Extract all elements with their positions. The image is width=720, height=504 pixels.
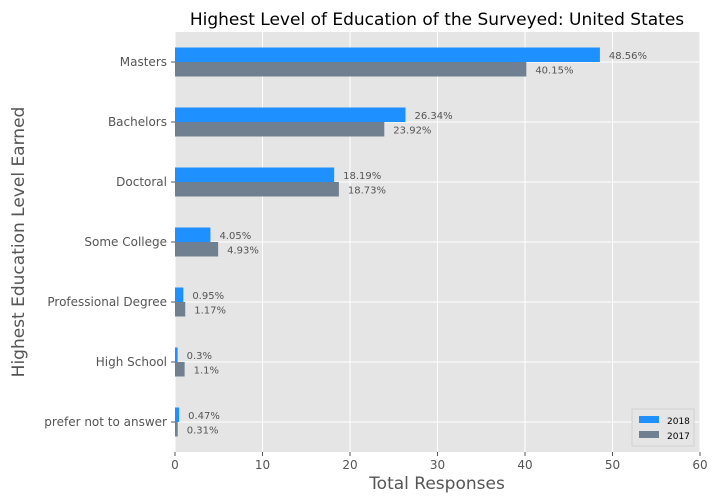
bar-value-label: 18.73%: [348, 185, 386, 196]
y-tick-label: Doctoral: [116, 175, 167, 189]
y-tick-labels: Masters Bachelors Doctoral Some College Prof…: [44, 55, 175, 429]
bar-value-label: 0.3%: [187, 351, 212, 362]
bar-2018: [175, 47, 600, 62]
bar-value-labels: 48.56% 40.15% 26.34% 23.92% 18.19% 18.73% 4.05…: [187, 51, 647, 437]
bar-2018: [175, 407, 180, 422]
bar-2017: [175, 182, 339, 197]
x-axis-label: Total Responses: [368, 474, 505, 494]
x-tick-label: 10: [255, 458, 270, 472]
y-tick-label: Professional Degree: [47, 295, 167, 309]
bar-value-label: 18.19%: [343, 171, 381, 182]
legend-swatch-2017: [639, 431, 659, 438]
bar-2017: [175, 422, 178, 437]
bar-value-label: 0.95%: [192, 291, 224, 302]
bar-2017: [175, 242, 219, 257]
y-tick-label: Some College: [84, 235, 167, 249]
bar-2018: [175, 287, 184, 302]
legend: 2018 2017: [631, 408, 695, 447]
bar-value-label: 40.15%: [535, 65, 573, 76]
chart-title: Highest Level of Education of the Survey…: [190, 10, 684, 30]
x-tick-label: 40: [517, 458, 532, 472]
bar-2017: [175, 362, 185, 377]
bar-2017: [175, 122, 385, 137]
bar-value-label: 0.47%: [188, 411, 220, 422]
bar-value-label: 26.34%: [414, 111, 452, 122]
bar-2017: [175, 302, 186, 317]
x-tick-labels: 0 10 20 30 40 50 60: [171, 452, 708, 472]
bars: [175, 47, 600, 437]
bar-2018: [175, 227, 211, 242]
bar-value-label: 1.1%: [194, 365, 219, 376]
x-tick-label: 0: [171, 458, 179, 472]
bar-2018: [175, 107, 406, 122]
x-tick-label: 20: [342, 458, 357, 472]
bar-value-label: 4.93%: [227, 245, 259, 256]
y-tick-label: High School: [96, 355, 167, 369]
legend-label-2017: 2017: [667, 432, 690, 442]
x-tick-label: 60: [692, 458, 707, 472]
y-tick-label: Masters: [120, 55, 167, 69]
y-tick-label: prefer not to answer: [44, 415, 167, 429]
legend-label-2018: 2018: [667, 417, 690, 427]
bar-2018: [175, 347, 178, 362]
y-tick-label: Bachelors: [108, 115, 167, 129]
x-tick-label: 30: [430, 458, 445, 472]
bar-value-label: 4.05%: [219, 231, 251, 242]
bar-2017: [175, 62, 527, 77]
x-tick-label: 50: [605, 458, 620, 472]
legend-frame: [631, 408, 695, 447]
bar-value-label: 23.92%: [393, 125, 431, 136]
bar-value-label: 0.31%: [187, 425, 219, 436]
bar-value-label: 1.17%: [194, 305, 226, 316]
bar-value-label: 48.56%: [609, 51, 647, 62]
legend-swatch-2018: [639, 416, 659, 423]
y-axis-label: Highest Education Level Earned: [9, 107, 29, 378]
bar-2018: [175, 167, 335, 182]
